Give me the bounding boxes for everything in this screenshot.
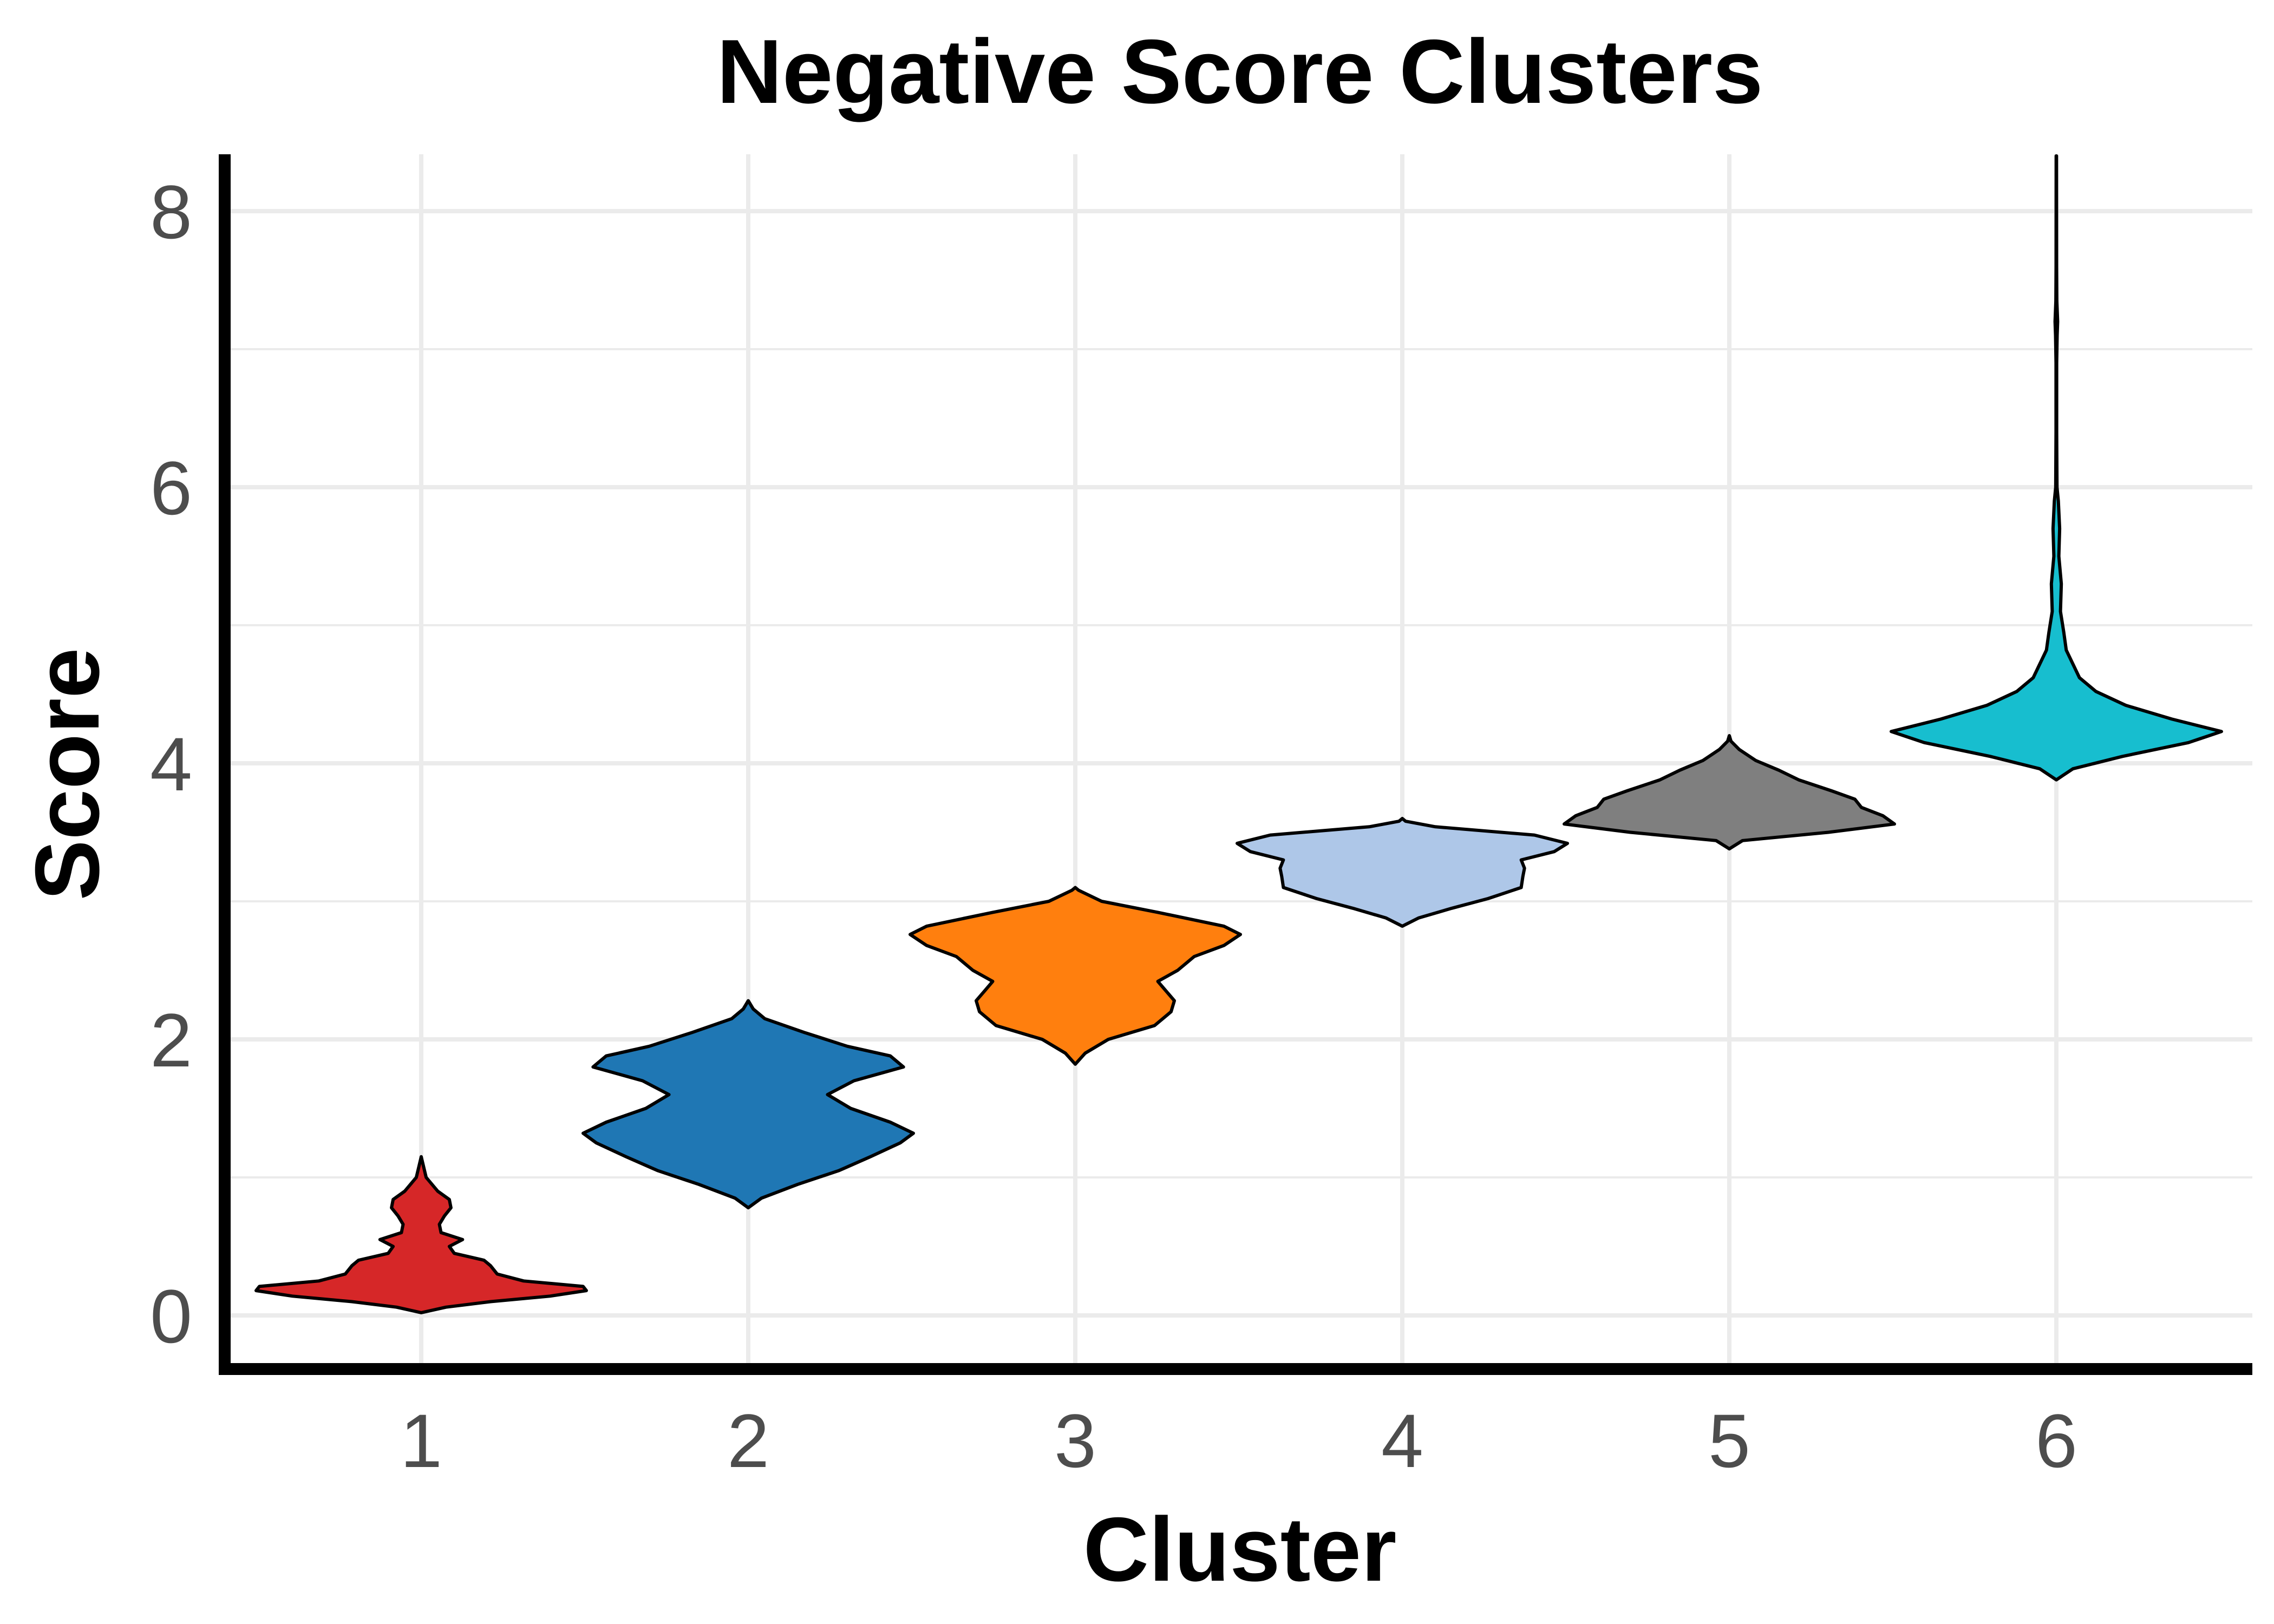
y-axis-title: Score — [16, 648, 118, 901]
x-tick-label: 4 — [1381, 1398, 1423, 1483]
x-tick-label: 3 — [1054, 1398, 1096, 1483]
violin-cluster-4 — [1236, 817, 1569, 928]
violin-layer — [254, 154, 2223, 1314]
y-tick-label: 2 — [150, 998, 192, 1083]
tick-label-layer: 0 2 4 6 8 1 2 3 4 5 6 — [150, 169, 2077, 1483]
violin-cluster-1 — [254, 1155, 588, 1314]
x-tick-label: 2 — [727, 1398, 769, 1483]
y-tick-label: 4 — [150, 722, 192, 807]
violin-cluster-2 — [581, 999, 915, 1210]
x-tick-label: 1 — [400, 1398, 442, 1483]
x-tick-label: 6 — [2035, 1398, 2077, 1483]
x-tick-label: 5 — [1708, 1398, 1750, 1483]
axis-layer — [219, 154, 2252, 1375]
chart-title: Negative Score Clusters — [717, 21, 1763, 122]
violin-cluster-6 — [1890, 154, 2223, 782]
grid-layer — [225, 154, 2252, 1369]
x-axis-title: Cluster — [1083, 1498, 1397, 1600]
y-tick-label: 8 — [150, 169, 192, 254]
violin-cluster-3 — [909, 886, 1242, 1066]
y-tick-label: 0 — [150, 1274, 192, 1359]
y-tick-label: 6 — [150, 446, 192, 531]
violin-cluster-5 — [1563, 734, 1896, 851]
